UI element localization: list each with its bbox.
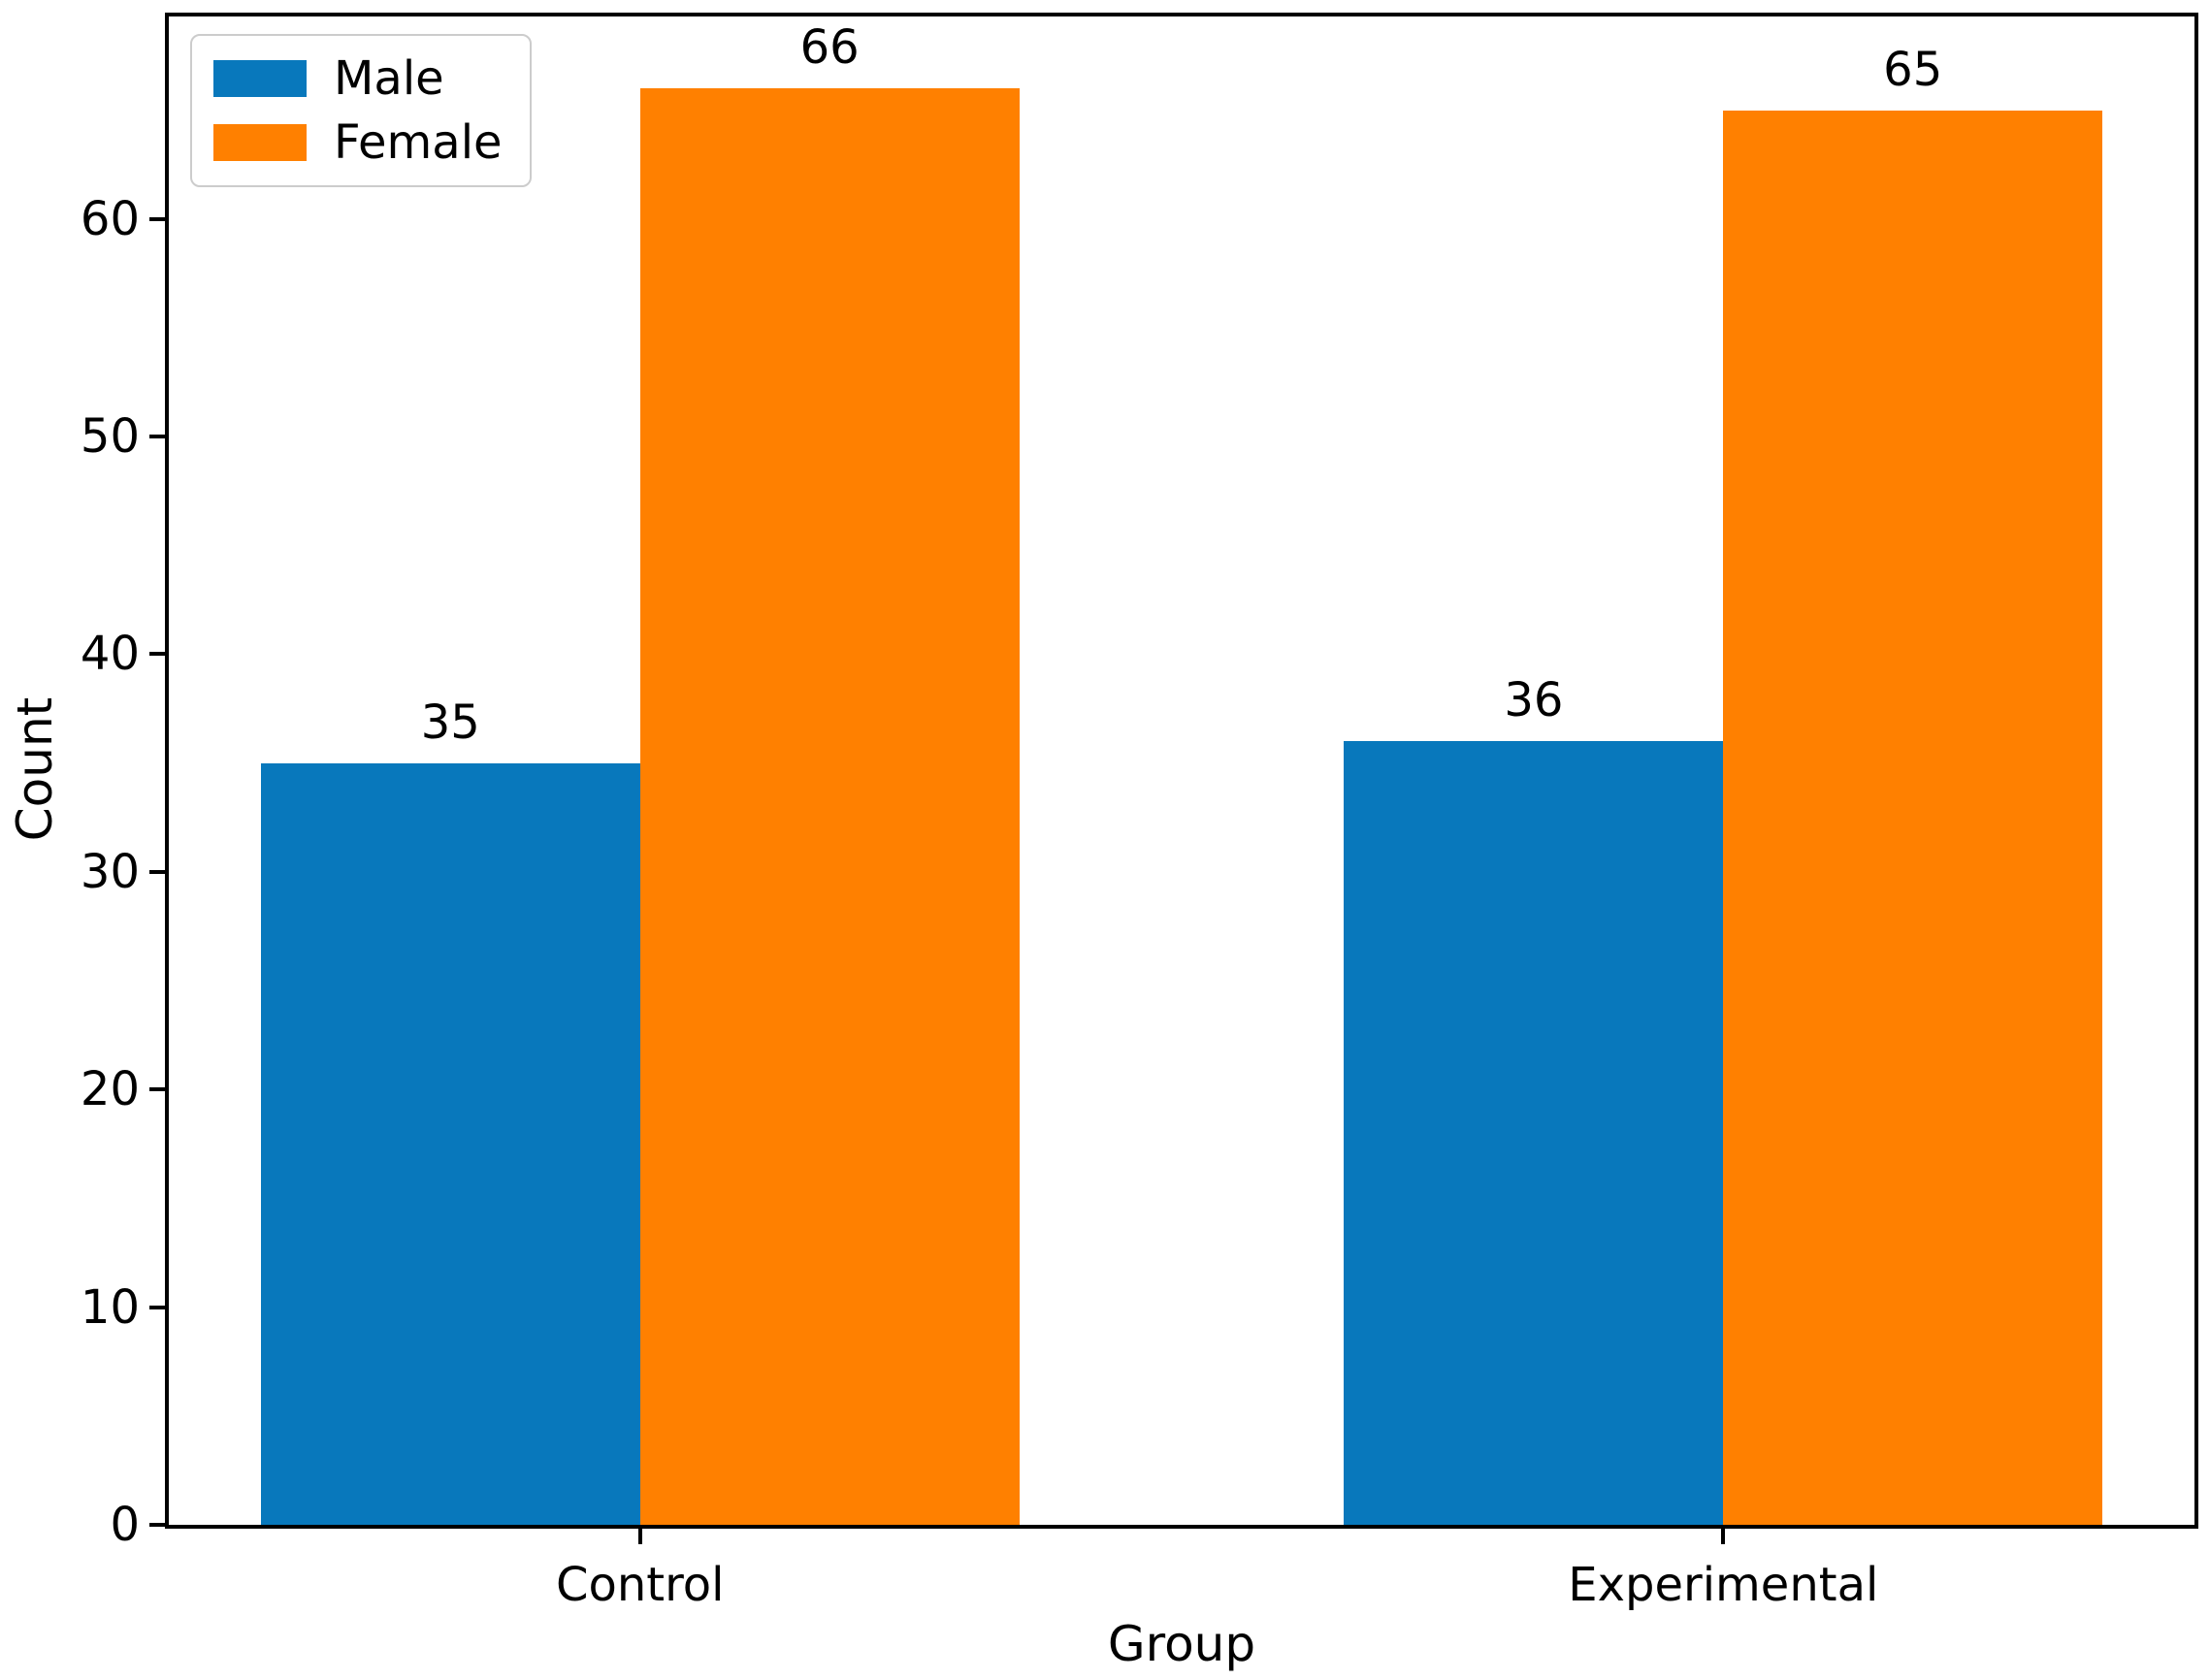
plot-area: 35 66 36 65 Male Female xyxy=(165,13,2198,1529)
y-tick-mark xyxy=(149,1305,165,1309)
legend-label: Male xyxy=(334,51,444,106)
y-tick-mark xyxy=(149,435,165,439)
x-tick-label-experimental: Experimental xyxy=(1568,1558,1879,1612)
y-tick-mark xyxy=(149,869,165,874)
bar-value-label: 35 xyxy=(420,695,480,750)
bar-experimental-male xyxy=(1344,741,1724,1525)
y-tick-mark xyxy=(149,216,165,221)
x-tick-label-control: Control xyxy=(555,1558,725,1612)
y-axis-label: Count xyxy=(7,696,63,842)
legend-swatch-male xyxy=(213,60,307,97)
y-tick-label: 40 xyxy=(80,627,140,682)
legend-swatch-female xyxy=(213,124,307,161)
x-axis-label: Group xyxy=(1107,1616,1256,1672)
bar-experimental-female xyxy=(1723,110,2103,1525)
y-tick-mark xyxy=(149,1523,165,1527)
y-tick-label: 0 xyxy=(110,1498,140,1552)
bar-value-label: 65 xyxy=(1883,42,1943,97)
y-tick-mark xyxy=(149,1087,165,1092)
y-tick-label: 10 xyxy=(80,1279,140,1335)
y-tick-label: 20 xyxy=(80,1062,140,1117)
x-tick-mark xyxy=(637,1529,642,1544)
x-tick-mark xyxy=(1721,1529,1726,1544)
bar-value-label: 36 xyxy=(1504,673,1564,728)
legend: Male Female xyxy=(190,34,532,187)
legend-item-female: Female xyxy=(213,119,503,166)
legend-label: Female xyxy=(334,115,503,170)
y-tick-label: 30 xyxy=(80,844,140,899)
y-tick-label: 50 xyxy=(80,409,140,465)
bar-value-label: 66 xyxy=(799,20,860,76)
y-tick-mark xyxy=(149,652,165,657)
bar-control-male xyxy=(260,762,640,1525)
y-tick-label: 60 xyxy=(80,191,140,246)
bar-control-female xyxy=(639,88,1020,1525)
bars-layer: 35 66 36 65 xyxy=(169,16,2194,1525)
legend-item-male: Male xyxy=(213,55,503,102)
